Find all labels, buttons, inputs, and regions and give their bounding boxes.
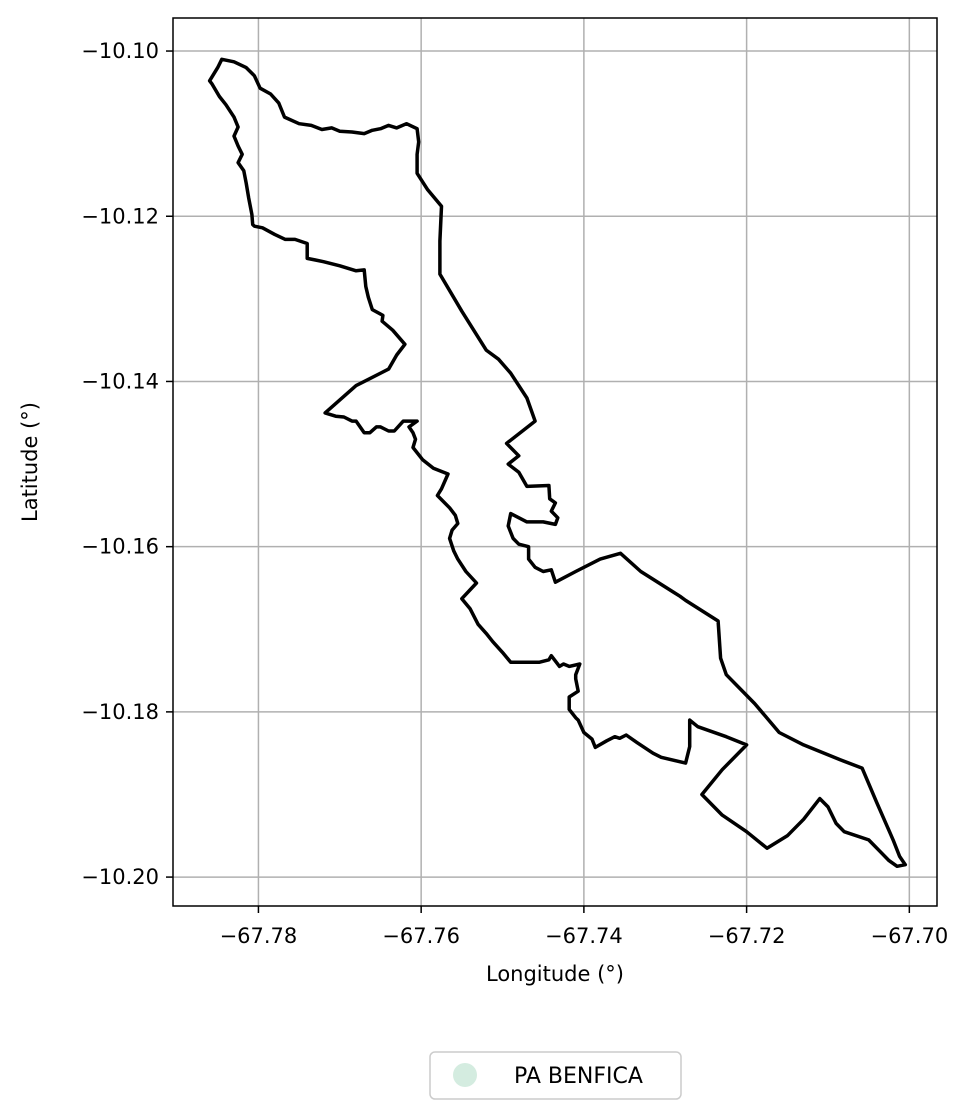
axis-ticks: −67.78 −67.76 −67.74 −67.72 −67.70 −10.10 −10.… xyxy=(81,39,948,948)
legend-label: PA BENFICA xyxy=(514,1064,643,1089)
y-tick-label: −10.20 xyxy=(81,865,159,889)
legend-box xyxy=(429,1051,682,1100)
x-tick-label: −67.78 xyxy=(220,924,298,948)
x-tick-label: −67.76 xyxy=(382,924,460,948)
legend: PA BENFICA xyxy=(429,1051,682,1100)
y-tick-label: −10.10 xyxy=(81,39,159,63)
x-tick-label: −67.72 xyxy=(708,924,786,948)
y-axis-label: Latitude (°) xyxy=(18,402,42,522)
y-tick-label: −10.14 xyxy=(81,369,159,393)
benfica-boundary-outline xyxy=(207,57,908,869)
x-tick-label: −67.70 xyxy=(870,924,948,948)
x-tick-label: −67.74 xyxy=(545,924,623,948)
y-tick-label: −10.12 xyxy=(81,204,159,228)
grid-lines xyxy=(173,18,937,906)
legend-marker xyxy=(453,1063,477,1087)
polygon-layer xyxy=(207,57,908,869)
y-tick-label: −10.16 xyxy=(81,535,159,559)
y-tick-label: −10.18 xyxy=(81,700,159,724)
x-axis-label: Longitude (°) xyxy=(486,962,624,986)
plot-frame xyxy=(172,17,938,907)
